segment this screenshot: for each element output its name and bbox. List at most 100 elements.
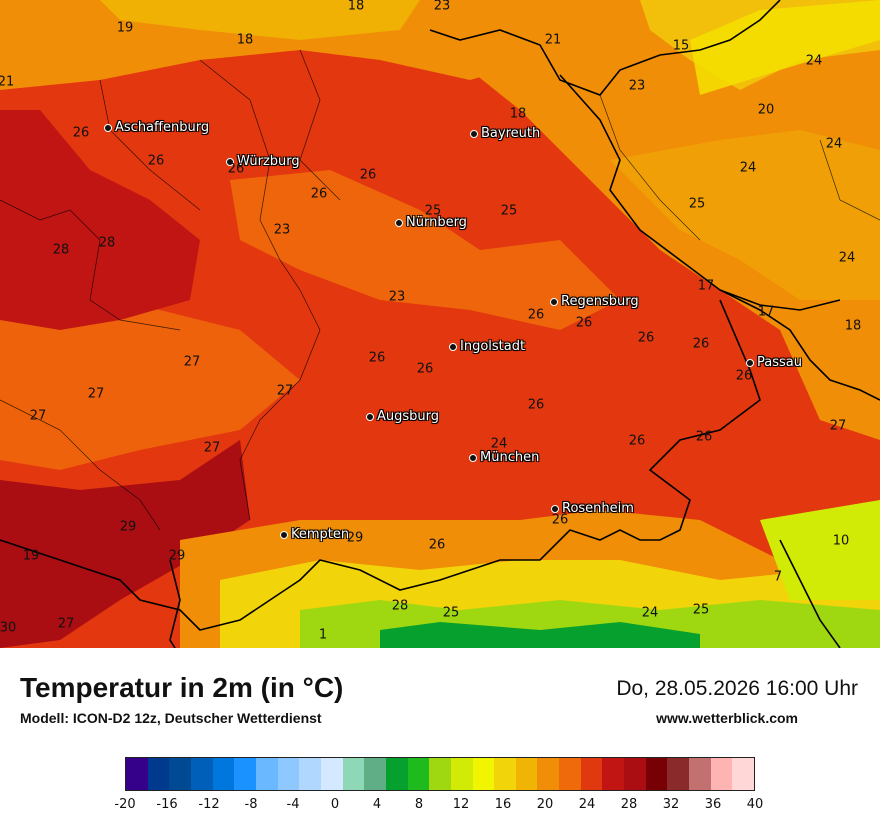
- temperature-value: 25: [424, 203, 442, 219]
- legend-swatch: [147, 758, 170, 790]
- city-dot-icon: [395, 218, 403, 227]
- city-label: Bayreuth: [481, 126, 541, 141]
- legend-tick-label: 20: [536, 797, 554, 812]
- city-label: Kempten: [291, 527, 350, 542]
- city-dot-icon: [551, 504, 559, 513]
- temperature-value: 15: [672, 38, 690, 54]
- legend-tick-label: -8: [244, 797, 258, 812]
- temperature-value: 23: [273, 222, 291, 238]
- temperature-value: 26: [551, 512, 569, 528]
- temperature-value: 26: [637, 330, 655, 346]
- temperature-value: 18: [844, 318, 862, 334]
- temperature-value: 25: [500, 203, 518, 219]
- city-dot-icon: [470, 129, 478, 138]
- city-dot-icon: [104, 123, 112, 132]
- temperature-value: 27: [203, 440, 221, 456]
- legend-tick-label: 28: [620, 797, 638, 812]
- field-central-orange: [230, 170, 620, 330]
- temperature-value: 24: [490, 436, 508, 452]
- admin-lines: [0, 49, 880, 531]
- legend-tick-label: 32: [662, 797, 680, 812]
- legend-swatch: [212, 758, 235, 790]
- temperature-value: 18: [509, 106, 527, 122]
- city-marker: Bayreuth: [470, 126, 540, 141]
- city-dot-icon: [226, 157, 234, 166]
- city-marker: Augsburg: [366, 409, 439, 424]
- temperature-value: 7: [773, 569, 783, 585]
- temperature-value: 26: [695, 429, 713, 445]
- temperature-value: 24: [838, 250, 856, 266]
- temperature-value: 24: [825, 136, 843, 152]
- temperature-value: 21: [544, 32, 562, 48]
- temperature-value: 30: [0, 620, 17, 636]
- legend-swatch: [255, 758, 278, 790]
- legend-swatch: [126, 758, 148, 790]
- city-dot-icon: [366, 412, 374, 421]
- temperature-value: 17: [757, 304, 775, 320]
- temperature-value: 23: [433, 0, 451, 14]
- city-label: Würzburg: [237, 154, 300, 169]
- temperature-value: 26: [692, 336, 710, 352]
- temperature-value: 27: [87, 386, 105, 402]
- temperature-value: 26: [575, 315, 593, 331]
- map-title: Temperatur in 2m (in °C): [20, 672, 344, 703]
- legend-tick-label: -20: [114, 797, 136, 812]
- city-marker: Nürnberg: [395, 215, 467, 230]
- temperature-value: 23: [628, 78, 646, 94]
- city-dot-icon: [280, 530, 288, 539]
- legend-tick-label: 36: [704, 797, 722, 812]
- temperature-value: 26: [527, 307, 545, 323]
- legend-swatch: [472, 758, 495, 790]
- legend-swatch: [710, 758, 733, 790]
- temperature-value: 23: [388, 289, 406, 305]
- legend-swatch: [364, 758, 386, 790]
- legend-swatch: [320, 758, 343, 790]
- model-source: Modell: ICON-D2 12z, Deutscher Wetterdie…: [20, 710, 322, 726]
- city-marker: Würzburg: [226, 154, 300, 169]
- field-east-orange: [610, 130, 880, 300]
- temperature-value: 25: [442, 605, 460, 621]
- legend-swatch: [667, 758, 690, 790]
- temperature-value: 17: [697, 278, 715, 294]
- legend-swatch: [169, 758, 191, 790]
- temperature-value: 29: [119, 519, 137, 535]
- legend-swatch: [429, 758, 451, 790]
- temperature-value: 28: [391, 598, 409, 614]
- temperature-value: 28: [98, 235, 116, 251]
- temperature-value: 1: [318, 627, 328, 643]
- temperature-value: 27: [29, 408, 47, 424]
- forecast-datetime: Do, 28.05.2026 16:00 Uhr: [616, 677, 858, 700]
- legend-tick-label: 16: [494, 797, 512, 812]
- legend-tick-label: 12: [452, 797, 470, 812]
- city-marker: Kempten: [280, 527, 349, 542]
- legend-tick-label: -16: [156, 797, 178, 812]
- legend-tick-label: 40: [746, 797, 764, 812]
- city-marker: Ingolstadt: [449, 339, 525, 354]
- legend-tick-label: 8: [414, 797, 424, 812]
- field-northeast-cool: [690, 0, 880, 95]
- temperature-value: 29: [168, 548, 186, 564]
- city-label: München: [480, 450, 540, 465]
- color-legend: [125, 757, 755, 791]
- field-west-hot: [0, 110, 200, 330]
- temperature-value: 24: [739, 160, 757, 176]
- legend-swatch: [494, 758, 516, 790]
- city-label: Aschaffenburg: [115, 120, 210, 135]
- temperature-value: 27: [829, 418, 847, 434]
- city-label: Nürnberg: [406, 215, 467, 230]
- temperature-value: 18: [236, 32, 254, 48]
- temperature-value: 28: [52, 242, 70, 258]
- temperature-value: 19: [116, 20, 134, 36]
- legend-tick-label: 4: [372, 797, 382, 812]
- temperature-value: 26: [368, 350, 386, 366]
- city-marker: Regensburg: [550, 294, 639, 309]
- temperature-value: 10: [832, 533, 850, 549]
- temperature-value: 27: [183, 354, 201, 370]
- temperature-value: 26: [147, 153, 165, 169]
- legend-swatch: [277, 758, 300, 790]
- field-alps-deepgreen: [380, 622, 700, 648]
- legend-swatch: [580, 758, 603, 790]
- website-link[interactable]: www.wetterblick.com: [656, 710, 798, 726]
- legend-swatch: [537, 758, 560, 790]
- temperature-value: 24: [805, 53, 823, 69]
